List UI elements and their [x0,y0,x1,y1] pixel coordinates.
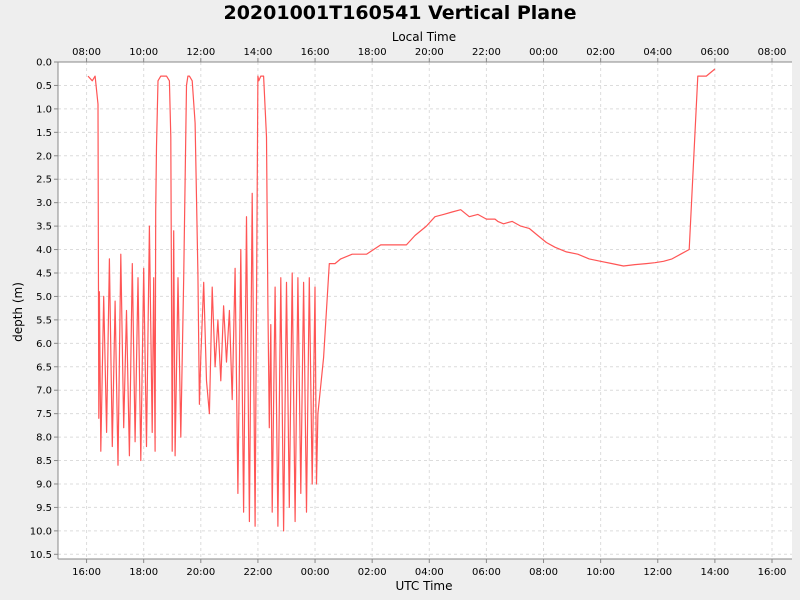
x2-tick-label: 12:00 [186,47,215,58]
y-tick-label: 1.5 [36,128,52,139]
x-tick-label: 14:00 [700,567,729,578]
y-tick-label: 5.0 [36,292,52,303]
x-tick-label: 16:00 [72,567,101,578]
y-tick-label: 3.0 [36,198,52,209]
x-tick-label: 12:00 [643,567,672,578]
x-tick-label: 04:00 [415,567,444,578]
x2-tick-label: 00:00 [529,47,558,58]
x-tick-label: 02:00 [358,567,387,578]
x2-tick-label: 06:00 [700,47,729,58]
local-time-axis-title: Local Time [392,30,456,44]
x-tick-label: 08:00 [529,567,558,578]
y-tick-label: 6.5 [36,362,52,373]
x2-tick-label: 14:00 [244,47,273,58]
x-tick-label: 22:00 [244,567,273,578]
y-tick-label: 4.5 [36,268,52,279]
x2-tick-label: 18:00 [358,47,387,58]
x2-tick-label: 20:00 [415,47,444,58]
x2-tick-label: 16:00 [301,47,330,58]
y-tick-label: 1.0 [36,104,52,115]
y-tick-label: 0.0 [36,58,52,69]
x-tick-label: 06:00 [472,567,501,578]
x2-tick-label: 08:00 [758,47,787,58]
y-tick-label: 8.0 [36,433,52,444]
x2-tick-label: 22:00 [472,47,501,58]
x-tick-label: 18:00 [129,567,158,578]
y-tick-label: 10.5 [30,550,52,561]
x2-tick-label: 10:00 [129,47,158,58]
y-tick-label: 8.5 [36,456,52,467]
x-tick-label: 10:00 [586,567,615,578]
axes: 16:00 08:00 18:00 10:00 20:00 12:00 22:00 14:00… [30,47,792,578]
y-tick-label: 2.0 [36,151,52,162]
y-tick-label: 6.0 [36,339,52,350]
x2-tick-label: 02:00 [586,47,615,58]
depth-series-line [87,68,716,532]
y-tick-label: 7.5 [36,409,52,420]
series-layer [87,68,716,532]
x-tick-label: 00:00 [301,567,330,578]
plot-area [58,62,792,559]
x2-tick-label: 08:00 [72,47,101,58]
x-tick-label: 20:00 [186,567,215,578]
y-tick-label: 5.5 [36,315,52,326]
y-tick-label: 0.5 [36,81,52,92]
y-tick-label: 4.0 [36,245,52,256]
chart-title: 20201001T160541 Vertical Plane [223,2,576,24]
x-tick-label: 16:00 [758,567,787,578]
y-tick-label: 3.5 [36,222,52,233]
y-tick-label: 9.5 [36,503,52,514]
y-tick-label: 2.5 [36,175,52,186]
y-tick-label: 9.0 [36,479,52,490]
y-tick-label: 7.0 [36,386,52,397]
x2-tick-label: 04:00 [643,47,672,58]
utc-time-axis-title: UTC Time [396,579,453,593]
y-tick-label: 10.0 [30,526,52,537]
depth-axis-title: depth (m) [11,282,25,342]
